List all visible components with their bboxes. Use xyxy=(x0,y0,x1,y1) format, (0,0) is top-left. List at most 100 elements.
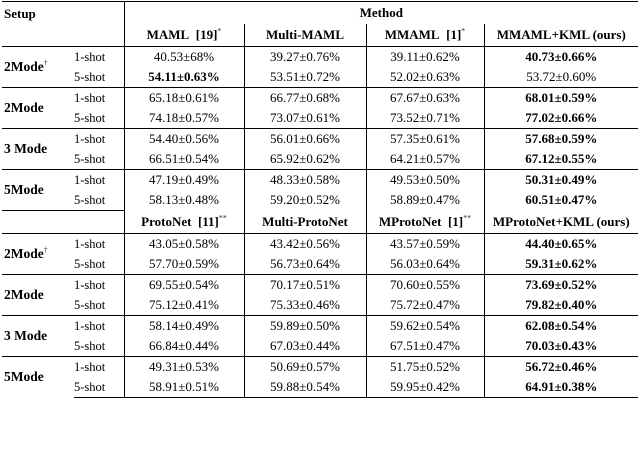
shot-label: 1-shot xyxy=(74,355,125,377)
shot-label: 5-shot xyxy=(74,111,106,125)
result-cell: 75.33±0.46% xyxy=(243,294,367,315)
shot-label: 1-shot xyxy=(74,273,125,295)
method-name-header: MMAML [1]* xyxy=(365,24,485,47)
result-cell: 49.53±0.50% xyxy=(365,169,485,190)
result-cell: 73.07±0.61% xyxy=(243,108,367,129)
result-cell: 66.77±0.68% xyxy=(243,87,367,108)
result-cell: 56.03±0.64% xyxy=(365,253,485,274)
table-row: 5-shot 74.18±0.57% 73.07±0.61% 73.52±0.71% 7… xyxy=(2,108,639,129)
mode-cell: 2Mode xyxy=(2,87,74,129)
method-name-header: Multi-MAML xyxy=(243,24,367,47)
table-row: 5-shot 66.51±0.54% 65.92±0.62% 64.21±0.57% 6… xyxy=(2,149,639,170)
method-name: ProtoNet xyxy=(141,213,192,229)
setup-header: Setup xyxy=(2,1,125,47)
result-cell: 70.60±0.55% xyxy=(365,273,485,295)
table-body: Setup Method MAML [19]* Multi-MAML MMAML [… xyxy=(2,1,639,398)
mode-label: 5Mode xyxy=(4,182,44,197)
shot-label: 1-shot xyxy=(74,169,125,190)
result-cell: 57.35±0.61% xyxy=(365,128,485,149)
result-cell: 67.67±0.63% xyxy=(365,87,485,108)
mode-label: 2Mode xyxy=(4,245,44,261)
shot-label: 5-shot xyxy=(74,193,106,207)
result-cell: 43.05±0.58% xyxy=(123,232,245,254)
header-row: Setup Method xyxy=(2,1,639,47)
method-sup: * xyxy=(217,26,222,36)
result-cell: 70.03±0.43% xyxy=(483,335,639,356)
method-name-header: MMAML+KML (ours) xyxy=(483,24,639,47)
method-name-header: MProtoNet [1]** xyxy=(365,210,485,233)
result-cell: 47.19±0.49% xyxy=(123,169,245,190)
method-name-header: MAML [19]* xyxy=(123,24,245,47)
result-cell: 66.51±0.54% xyxy=(123,149,245,170)
mode-cell: 3 Mode xyxy=(2,128,74,170)
result-cell: 43.42±0.56% xyxy=(243,232,367,254)
result-cell: 59.95±0.42% xyxy=(365,376,485,398)
shot-label: 1-shot xyxy=(74,128,125,149)
result-cell: 60.51±0.47% xyxy=(483,190,639,211)
result-cell: 39.11±0.62% xyxy=(365,46,485,67)
method-name: Multi-ProtoNet xyxy=(262,213,348,229)
shot-label: 1-shot xyxy=(74,232,125,254)
result-cell: 48.33±0.58% xyxy=(243,169,367,190)
method-name: MProtoNet xyxy=(378,213,442,229)
result-cell: 58.13±0.48% xyxy=(123,190,245,211)
table-row: 2Mode 1-shot 69.55±0.54% 70.17±0.51% 70.60±0… xyxy=(2,273,639,315)
result-cell: 74.18±0.57% xyxy=(123,108,245,129)
result-cell: 50.69±0.57% xyxy=(243,355,367,377)
mode-label: 2Mode xyxy=(4,100,44,115)
result-cell: 65.92±0.62% xyxy=(243,149,367,170)
table-row: 5-shot 58.91±0.51% 59.88±0.54% 59.95±0.42% 6… xyxy=(2,376,639,398)
result-cell: 57.70±0.59% xyxy=(123,253,245,274)
table-row: 5-shot 54.11±0.63% 53.51±0.72% 52.02±0.63% 5… xyxy=(2,67,639,88)
method-ref: [1] xyxy=(446,27,462,42)
table-row: 3 Mode 1-shot 58.14±0.49% 59.89±0.50% 59.62±… xyxy=(2,314,639,356)
table-row: 2Mode† 1-shot 40.53±68% 39.27±0.76% 39.11±0.… xyxy=(2,46,639,88)
result-cell: 59.89±0.50% xyxy=(243,314,367,336)
result-cell: 40.73±0.66% xyxy=(483,46,639,67)
method-name: MMAML+KML (ours) xyxy=(496,27,626,42)
shot-label: 5-shot xyxy=(74,297,106,312)
method-name: Multi-MAML xyxy=(266,27,344,42)
mode-sup: † xyxy=(43,58,48,68)
table-row: 5-shot 57.70±0.59% 56.73±0.64% 56.03±0.64% 5… xyxy=(2,253,639,274)
mode-sup: † xyxy=(43,245,48,254)
result-cell: 65.18±0.61% xyxy=(123,87,245,108)
shot-label: 5-shot xyxy=(74,152,106,166)
result-cell: 44.40±0.65% xyxy=(483,232,639,254)
result-cell: 64.91±0.38% xyxy=(483,376,639,398)
result-cell: 57.68±0.59% xyxy=(483,128,639,149)
method-sup: ** xyxy=(463,213,472,223)
mode-cell: 2Mode† xyxy=(2,232,74,274)
result-cell: 52.02±0.63% xyxy=(365,67,485,88)
method-ref: [19] xyxy=(195,27,218,42)
method-header: Method xyxy=(123,1,639,24)
shot-label: 5-shot xyxy=(74,256,106,271)
table-row: 5-shot 58.13±0.48% 59.20±0.52% 58.89±0.47% 6… xyxy=(2,190,639,211)
setup-blank-cell xyxy=(2,210,125,233)
method-name: MMAML xyxy=(384,27,440,42)
mode-label: 2Mode xyxy=(4,286,44,302)
table-row: 5-shot 66.84±0.44% 67.03±0.44% 67.51±0.47% 7… xyxy=(2,335,639,356)
result-cell: 53.51±0.72% xyxy=(243,67,367,88)
method-header-row: MAML [19]* Multi-MAML MMAML [1]* MMAML+KML … xyxy=(2,24,639,47)
result-cell: 58.91±0.51% xyxy=(123,376,245,398)
result-cell: 59.88±0.54% xyxy=(243,376,367,398)
shot-label: 1-shot xyxy=(74,87,125,108)
result-cell: 73.69±0.52% xyxy=(483,273,639,295)
result-cell: 54.40±0.56% xyxy=(123,128,245,149)
result-cell: 67.03±0.44% xyxy=(243,335,367,356)
shot-label: 5-shot xyxy=(74,70,106,84)
result-cell: 53.72±0.60% xyxy=(483,67,639,88)
mode-cell: 5Mode xyxy=(2,169,74,211)
table-row: 2Mode† 1-shot 43.05±0.58% 43.42±0.56% 43.57±… xyxy=(2,232,639,274)
result-cell: 56.01±0.66% xyxy=(243,128,367,149)
method-name: MProtoNet+KML (ours) xyxy=(492,213,630,229)
mode-label: 3 Mode xyxy=(4,141,48,156)
mode-cell: 2Mode xyxy=(2,273,74,315)
table-row: 2Mode 1-shot 65.18±0.61% 66.77±0.68% 67.67±0… xyxy=(2,87,639,129)
method-sup: ** xyxy=(218,213,227,223)
method-ref: [1] xyxy=(447,213,464,229)
method-name-header: Multi-ProtoNet xyxy=(243,210,367,233)
table-row: 5Mode 1-shot 47.19±0.49% 48.33±0.58% 49.53±0… xyxy=(2,169,639,211)
result-cell: 75.72±0.47% xyxy=(365,294,485,315)
